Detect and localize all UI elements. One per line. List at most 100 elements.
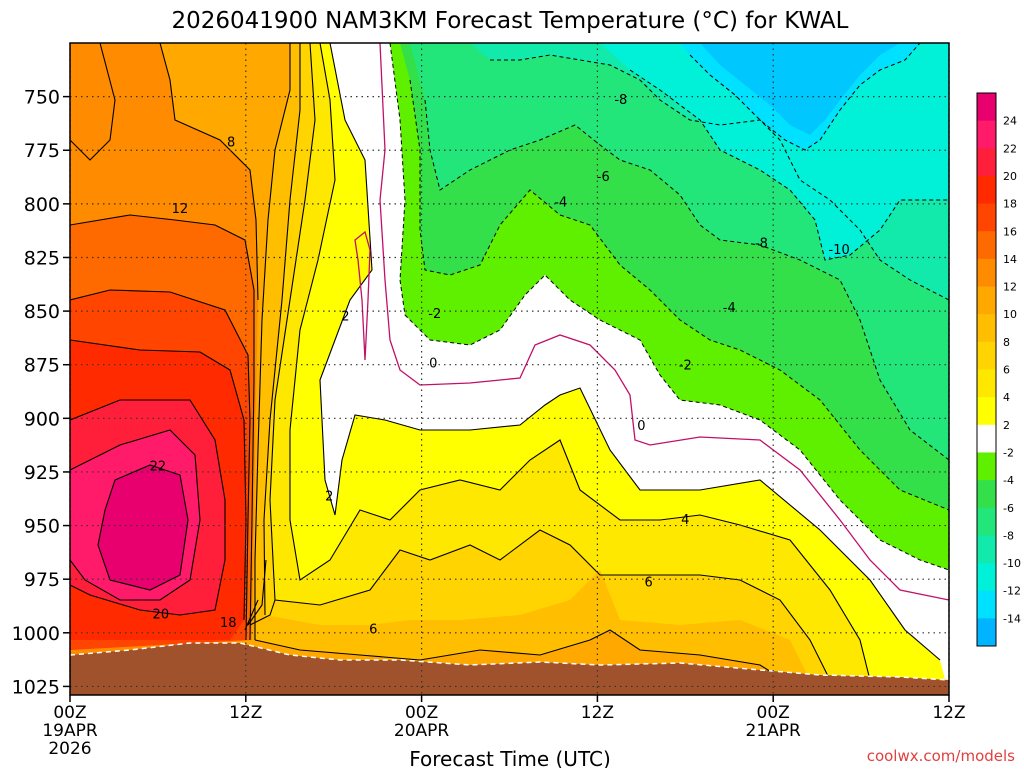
colorbar-segment <box>977 120 996 149</box>
y-tick-label: 825 <box>24 247 60 269</box>
credit-text[interactable]: coolwx.com/models <box>867 747 1015 765</box>
colorbar-segment <box>977 231 996 260</box>
y-tick-label: 1000 <box>12 623 60 645</box>
colorbar-label: 4 <box>1003 391 1010 404</box>
colorbar-segment <box>977 341 996 370</box>
zero-contour-island <box>354 230 371 361</box>
contour-label: 2 <box>325 490 333 505</box>
colorbar-label: -4 <box>1003 474 1014 487</box>
y-tick-label: 1025 <box>12 676 60 698</box>
contour-label: 20 <box>153 608 170 623</box>
x-tick-date: 21APR <box>746 721 802 741</box>
ground-surface <box>70 643 949 695</box>
colorbar-segment <box>977 203 996 232</box>
contour-label: -4 <box>723 301 736 316</box>
colorbar-label: 6 <box>1003 364 1010 377</box>
colorbar-border <box>976 92 997 647</box>
colorbar-label: -12 <box>1003 585 1021 598</box>
colorbar-label: 14 <box>1003 253 1017 266</box>
contour-label: 0 <box>637 419 645 434</box>
colorbar: 24 22 20 18 16 14 12 10 8 6 4 2 -2 -4 -6 -8 -10 -12 -14 <box>976 92 1021 647</box>
colorbar-label: -10 <box>1003 557 1021 570</box>
contour-label: 12 <box>172 202 189 217</box>
contour-label: 6 <box>369 623 377 638</box>
contour-label: 8 <box>227 136 235 151</box>
x-tick-label: 12Z <box>581 703 614 723</box>
y-tick-label: 800 <box>24 194 60 216</box>
colorbar-label: -8 <box>1003 529 1014 542</box>
colorbar-segment <box>977 175 996 205</box>
y-axis: 750 775 800 825 850 875 900 925 950 975 1000 1025 <box>12 87 70 698</box>
y-tick-label: 875 <box>24 355 60 377</box>
colorbar-label: 24 <box>1003 115 1017 128</box>
colorbar-label: -14 <box>1003 612 1021 625</box>
colorbar-label: 22 <box>1003 142 1017 155</box>
band-cold-minus14 <box>700 43 900 135</box>
x-tick-label: 00Z <box>757 703 790 723</box>
zero-contour <box>379 43 949 601</box>
colorbar-label: 2 <box>1003 419 1010 432</box>
colorbar-segment <box>977 369 996 398</box>
colorbar-segment <box>977 535 996 564</box>
contour-label: -2 <box>428 307 441 322</box>
y-tick-label: 950 <box>24 516 60 538</box>
cold-contours <box>389 43 949 571</box>
colorbar-label: 10 <box>1003 308 1017 321</box>
x-tick-year: 2026 <box>48 739 91 759</box>
colorbar-segment <box>977 590 996 619</box>
x-tick-date: 19APR <box>42 721 98 741</box>
x-axis-label: Forecast Time (UTC) <box>409 747 611 768</box>
warm-contours <box>70 43 941 691</box>
colorbar-label: 8 <box>1003 336 1010 349</box>
y-tick-label: 900 <box>24 408 60 430</box>
x-tick-label: 00Z <box>53 703 86 723</box>
colorbar-segment <box>977 286 996 315</box>
ground-edge <box>70 642 949 681</box>
colorbar-label: 18 <box>1003 198 1017 211</box>
colorbar-segment <box>977 452 996 481</box>
colorbar-label: -6 <box>1003 502 1014 515</box>
contour-label: 2 <box>341 309 349 324</box>
colorbar-segment <box>977 148 996 177</box>
colorbar-segment <box>977 618 996 647</box>
plot-area <box>70 43 949 695</box>
colorbar-segment <box>977 314 996 343</box>
contour-label: 6 <box>645 575 653 590</box>
contour-label: -8 <box>614 93 627 108</box>
x-tick-date: 20APR <box>394 721 450 741</box>
y-tick-label: 775 <box>24 140 60 162</box>
contour-label: 18 <box>220 616 237 631</box>
contour-label: 22 <box>150 460 167 475</box>
colorbar-segment <box>977 93 996 122</box>
colorbar-segment <box>977 563 996 592</box>
colorbar-label: 16 <box>1003 225 1017 238</box>
chart-title: 2026041900 NAM3KM Forecast Temperature (… <box>172 8 849 34</box>
contour-label: -4 <box>554 196 567 211</box>
contour-label: -8 <box>755 236 768 251</box>
x-tick-label: 12Z <box>229 703 262 723</box>
y-tick-label: 975 <box>24 569 60 591</box>
contour-label: -2 <box>679 359 692 374</box>
y-tick-label: 925 <box>24 462 60 484</box>
x-tick-label: 12Z <box>932 703 965 723</box>
colorbar-label: 12 <box>1003 281 1017 294</box>
colorbar-segment <box>977 507 996 536</box>
y-tick-label: 850 <box>24 301 60 323</box>
contour-label: -10 <box>829 243 850 258</box>
colorbar-segment <box>977 397 996 426</box>
colorbar-label: -2 <box>1003 446 1014 459</box>
y-tick-label: 750 <box>24 87 60 109</box>
colorbar-segment <box>977 258 996 288</box>
contour-label: 0 <box>429 357 437 372</box>
band-cold-minus10 <box>600 43 949 260</box>
plot-border <box>69 42 950 696</box>
band-warm-24 <box>98 465 188 590</box>
colorbar-segment <box>977 424 996 453</box>
colorbar-segment <box>977 480 996 509</box>
contour-label: 4 <box>681 513 689 528</box>
x-tick-label: 00Z <box>405 703 438 723</box>
